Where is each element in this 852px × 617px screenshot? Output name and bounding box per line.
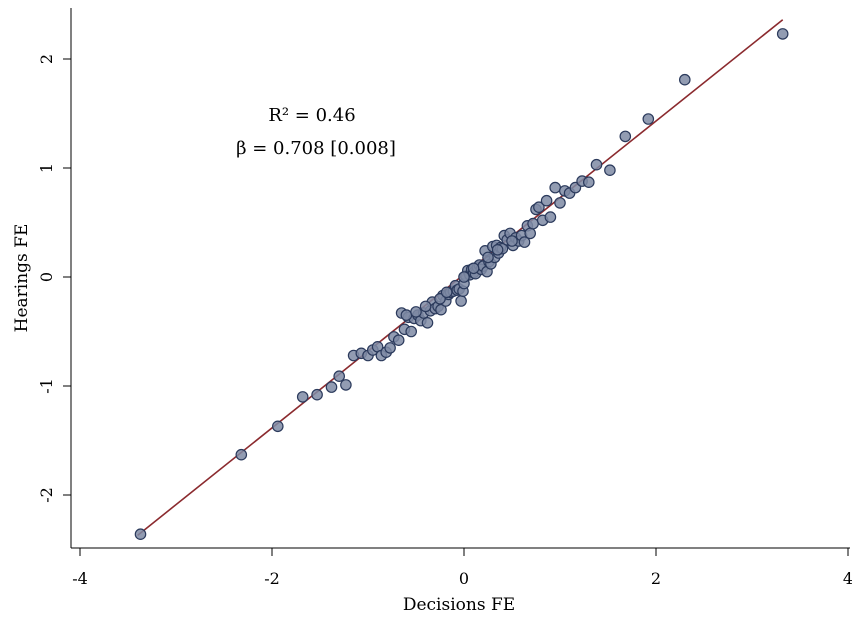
data-point [582, 176, 595, 188]
data-point [467, 262, 480, 275]
data-point [325, 381, 338, 393]
data-point [549, 181, 561, 194]
data-point [590, 158, 603, 171]
data-point [533, 201, 545, 213]
x-tick-label: -2 [264, 569, 280, 588]
beta-annotation: β = 0.708 [0.008] [236, 138, 396, 159]
y-axis-ticks: -2 -1 0 1 2 [37, 54, 71, 503]
x-axis-title: Decisions FE [403, 595, 515, 615]
data-point [296, 391, 309, 403]
data-point [678, 73, 691, 86]
data-point [400, 309, 413, 321]
data-point [540, 194, 553, 207]
data-point [340, 379, 352, 391]
data-point [524, 227, 536, 240]
y-tick-label: -1 [37, 378, 56, 394]
data-point [440, 286, 453, 299]
r-squared-annotation: R² = 0.46 [268, 105, 355, 126]
data-point [619, 130, 632, 143]
data-point [410, 306, 422, 318]
data-point [384, 342, 396, 354]
data-point [604, 164, 616, 176]
data-point [405, 325, 417, 338]
data-point [419, 300, 432, 313]
data-point [458, 271, 470, 283]
data-point [455, 295, 467, 307]
data-point [518, 236, 531, 248]
y-tick-label: -2 [37, 487, 56, 503]
data-point [392, 334, 405, 346]
y-axis-title: Hearings FE [12, 224, 32, 333]
data-point [271, 420, 284, 433]
data-point [554, 197, 566, 209]
data-point [134, 528, 147, 540]
x-tick-label: 0 [459, 569, 469, 588]
data-point [544, 211, 557, 223]
data-point [491, 244, 504, 256]
y-tick-label: 1 [37, 163, 56, 173]
x-tick-label: 4 [843, 569, 852, 588]
points-layer [134, 28, 789, 540]
x-tick-label: -4 [72, 569, 88, 588]
y-tick-label: 2 [37, 54, 56, 64]
data-point [421, 316, 434, 329]
x-axis-ticks: -4 -2 0 2 4 [72, 548, 852, 588]
y-tick-label: 0 [37, 272, 56, 282]
data-point [482, 251, 494, 264]
data-point [527, 217, 539, 230]
data-point [776, 28, 789, 40]
x-tick-label: 2 [651, 569, 661, 588]
data-point [642, 113, 655, 125]
data-point [311, 388, 323, 401]
data-point [333, 370, 345, 382]
data-point [235, 448, 248, 461]
data-point [506, 235, 518, 247]
